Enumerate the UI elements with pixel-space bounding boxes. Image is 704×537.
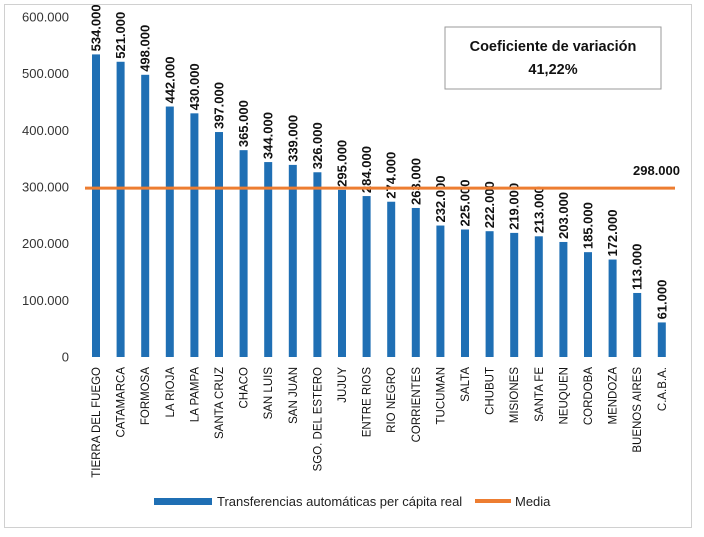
bar — [411, 207, 420, 357]
legend: Transferencias automáticas per cápita re… — [154, 494, 551, 509]
category-label: ENTRE RIOS — [362, 367, 374, 438]
bar-value-label: 172.000 — [605, 210, 620, 257]
bar-value-label: 326.000 — [310, 122, 325, 169]
category-label: CORRIENTES — [411, 367, 423, 443]
bar — [165, 106, 174, 358]
annotation-title: Coeficiente de variación — [470, 39, 637, 55]
value-labels: 534.000 521.000 498.000 442.000 430.000 397.0… — [89, 5, 670, 319]
bar-value-label: 521.000 — [113, 12, 128, 59]
bar-value-label: 263.000 — [408, 158, 423, 205]
annotation-box: Coeficiente de variación 41,22% — [444, 26, 662, 90]
bar — [387, 201, 396, 357]
bar-chart: 0 100.000 200.000 300.000 400.000 500.000 600.… — [22, 5, 680, 509]
category-label: SGO. DEL ESTERO — [312, 367, 324, 471]
category-label: CHUBUT — [485, 367, 497, 415]
category-label: LA RIOJA — [165, 367, 177, 418]
bar-value-label: 274.000 — [384, 152, 399, 199]
y-tick-label: 0 — [62, 350, 69, 365]
bar — [559, 241, 568, 357]
category-label: SALTA — [460, 367, 472, 402]
legend-swatch-mean — [475, 499, 511, 503]
category-label: NEUQUEN — [558, 367, 570, 425]
bar — [534, 236, 543, 357]
bar-value-label: 203.000 — [556, 192, 571, 239]
bar-value-label: 61.000 — [654, 280, 669, 320]
bar-value-label: 365.000 — [236, 100, 251, 147]
mean-value-label: 298.000 — [633, 163, 680, 178]
bar — [313, 172, 322, 357]
bar-value-label: 498.000 — [138, 25, 153, 72]
annotation-box-frame — [444, 26, 662, 90]
bar — [633, 292, 642, 357]
bars — [92, 54, 666, 358]
category-labels: TIERRA DEL FUEGO CATAMARCA FORMOSA LA RIOJA… — [91, 367, 669, 478]
category-label: MISIONES — [509, 367, 521, 424]
bar — [436, 225, 445, 357]
category-label: SAN LUIS — [263, 367, 275, 420]
bar-value-label: 442.000 — [162, 57, 177, 104]
y-axis: 0 100.000 200.000 300.000 400.000 500.000 600.… — [22, 10, 69, 365]
category-label: C.A.B.A. — [657, 367, 669, 411]
bar — [92, 54, 100, 358]
bar-value-label: 339.000 — [285, 115, 300, 162]
bar-value-label: 213.000 — [531, 186, 546, 233]
category-label: CHACO — [239, 367, 251, 409]
bar-value-label: 397.000 — [212, 82, 227, 129]
bar — [215, 132, 223, 357]
bar — [141, 74, 150, 358]
bar — [264, 162, 273, 357]
bar — [116, 61, 125, 358]
category-label: TUCUMAN — [435, 367, 447, 425]
category-label: CATAMARCA — [116, 367, 128, 438]
bar-value-label: 222.000 — [482, 181, 497, 228]
bar — [190, 113, 199, 357]
category-label: BUENOS AIRES — [632, 367, 644, 453]
bar-value-label: 295.000 — [335, 140, 350, 187]
bar — [485, 231, 494, 357]
bar — [338, 189, 346, 357]
bar-value-label: 219.000 — [507, 183, 522, 230]
bar-value-label: 113.000 — [630, 244, 645, 290]
legend-label-bars: Transferencias automáticas per cápita re… — [217, 494, 462, 509]
y-tick-label: 300.000 — [22, 180, 69, 195]
category-label: FORMOSA — [140, 367, 152, 425]
bar-value-label: 534.000 — [89, 5, 104, 51]
category-label: SAN JUAN — [288, 367, 300, 424]
bar — [288, 164, 297, 357]
bar-value-label: 284.000 — [359, 146, 374, 193]
category-label: TIERRA DEL FUEGO — [91, 367, 103, 478]
bar-value-label: 232.000 — [433, 176, 448, 223]
mean-line-group: 298.000 — [85, 163, 680, 190]
bar — [461, 229, 469, 357]
category-label: LA PAMPA — [189, 367, 201, 423]
category-label: RIO NEGRO — [386, 367, 398, 433]
bar-value-label: 225.000 — [458, 180, 473, 227]
bar — [657, 322, 666, 357]
bar — [584, 252, 592, 357]
annotation-value: 41,22% — [528, 62, 577, 78]
bar — [362, 196, 371, 357]
y-tick-label: 100.000 — [22, 293, 69, 308]
bar-value-label: 344.000 — [261, 112, 276, 159]
bar — [239, 150, 248, 357]
legend-label-mean: Media — [515, 494, 551, 509]
y-tick-label: 200.000 — [22, 236, 69, 251]
category-label: MENDOZA — [608, 367, 620, 425]
y-tick-label: 400.000 — [22, 123, 69, 138]
category-label: SANTA FE — [534, 367, 546, 422]
bar — [510, 232, 519, 357]
y-tick-label: 600.000 — [22, 10, 69, 25]
category-label: CORDOBA — [583, 367, 595, 425]
bar-value-label: 185.000 — [581, 202, 596, 249]
category-label: JUJUY — [337, 367, 349, 403]
bar-value-label: 430.000 — [187, 63, 202, 110]
legend-swatch-bars — [154, 498, 212, 505]
category-label: SANTA CRUZ — [214, 367, 226, 439]
chart-frame: 0 100.000 200.000 300.000 400.000 500.000 600.… — [4, 4, 692, 528]
y-tick-label: 500.000 — [22, 66, 69, 81]
bar — [608, 259, 617, 357]
